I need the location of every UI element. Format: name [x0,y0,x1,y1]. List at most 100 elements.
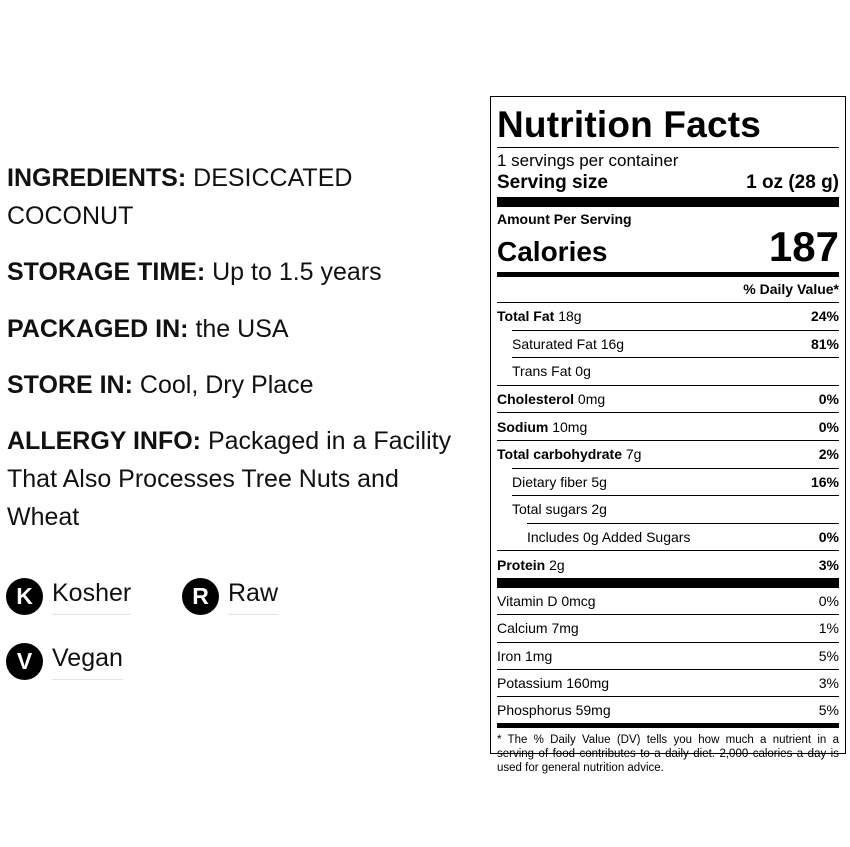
divider [512,329,839,331]
nutrient-name: Trans Fat [512,363,572,380]
nutrient-row-dietary-fiber: Dietary fiber 5g 16% [512,469,839,496]
kosher-icon: K [6,578,43,615]
vitamin-dv: 5% [818,647,839,664]
serving-size-row: Serving size 1 oz (28 g) [497,171,839,195]
nutrient-amount: 16g [600,335,625,352]
vegan-badge: V Vegan [6,643,123,680]
kosher-label: Kosher [52,578,132,615]
nutrient-dv: 0% [818,529,839,546]
nutrient-dv: 24% [810,308,839,325]
divider [497,412,839,414]
storage-time-value: Up to 1.5 years [212,258,382,286]
divider-medium [497,272,839,277]
divider [497,614,839,616]
divider-medium [497,723,839,729]
nutrient-name: Cholesterol [497,391,575,408]
daily-value-header: % Daily Value* [743,281,839,297]
nutrient-row-protein: Protein 2g 3% [497,551,839,578]
store-in-line: STORE IN: Cool, Dry Place [7,366,477,404]
vitamin-row: Calcium 7mg 1% [497,615,839,641]
allergy-info-line: ALLERGY INFO: Packaged in a Facility Tha… [7,422,477,536]
vitamin-name: Phosphorus 59mg [497,702,611,719]
vitamin-dv: 0% [818,593,839,610]
nutrient-dv: 0% [818,391,839,408]
calories-value: 187 [768,223,839,270]
nutrient-name: Sodium [497,418,549,435]
divider [497,696,839,698]
raw-icon: R [182,578,219,615]
divider [512,357,839,359]
servings-per-container: 1 servings per container [497,151,679,170]
vitamin-dv: 1% [818,620,839,637]
serving-size-label: Serving size [497,172,608,193]
nutrient-name: Total Fat [497,308,555,325]
nutrient-amount: 0mg [577,391,606,408]
vitamin-row: Vitamin D 0mcg 0% [497,588,839,614]
nutrient-amount: 0g [575,363,591,380]
allergy-info-label: ALLERGY INFO: [7,427,201,455]
vitamin-dv: 5% [818,702,839,719]
nutrient-dv: 0% [818,418,839,435]
nutrition-facts-label: Nutrition Facts 1 servings per container… [490,96,846,774]
vitamin-dv: 3% [818,674,839,691]
daily-value-footnote: * The % Daily Value (DV) tells you how m… [497,734,839,775]
nutrient-row-total-carbohydrate: Total carbohydrate 7g 2% [497,441,839,468]
nutrient-name: Total sugars [512,501,588,518]
serving-size-value: 1 oz (28 g) [746,172,839,193]
nutrient-row-saturated-fat: Saturated Fat 16g 81% [512,331,839,358]
calories-row: Calories 187 [497,225,839,269]
nutrient-amount: 10mg [552,418,588,435]
vitamin-name: Calcium 7mg [497,620,579,637]
calories-label: Calories [497,236,608,267]
vitamin-row: Potassium 160mg 3% [497,670,839,696]
divider [497,668,839,670]
vegan-label: Vegan [52,643,123,680]
nutrient-amount: 5g [591,473,607,490]
kosher-badge: K Kosher [6,578,132,615]
nutrient-amount: 2g [591,501,607,518]
nutrient-row-trans-fat: Trans Fat 0g [512,358,839,385]
divider [497,302,839,303]
nutrient-name: Dietary fiber [512,473,588,490]
divider-thick [497,197,839,207]
vegan-icon: V [6,643,43,680]
nutrient-name: Includes 0g Added Sugars [527,529,691,546]
nutrient-dv: 16% [810,473,839,490]
divider [512,467,839,469]
nutrient-amount: 7g [625,446,642,463]
allergy-info-value: Packaged in a Facility That Also Process… [7,427,452,531]
storage-time-line: STORAGE TIME: Up to 1.5 years [7,253,477,291]
raw-badge: R Raw [182,578,279,615]
ingredients-value: DESICCATED COCONUT [7,164,353,230]
nutrient-dv: 3% [818,556,839,573]
divider [527,522,839,524]
vitamin-name: Potassium 160mg [497,674,610,691]
nutrient-amount: 18g [558,308,582,325]
nutrient-amount: 2g [549,556,565,573]
divider-thick [497,577,839,588]
divider [497,439,839,441]
divider [497,147,839,148]
vitamin-name: Vitamin D 0mcg [497,593,596,610]
nutrient-dv: 81% [810,335,839,352]
nutrient-row-total-sugars: Total sugars 2g [512,496,839,523]
store-in-value: Cool, Dry Place [139,371,314,399]
raw-label: Raw [228,578,279,615]
vitamin-row: Phosphorus 59mg 5% [497,697,839,723]
nutrient-dv: 2% [818,446,839,463]
nutrient-row-total-fat: Total Fat 18g 24% [497,303,839,330]
nutrient-row-added-sugars: Includes 0g Added Sugars 0% [527,524,839,551]
storage-time-label: STORAGE TIME: [7,258,206,286]
amount-per-serving: Amount Per Serving [497,211,632,227]
nutrition-title: Nutrition Facts [497,104,762,145]
divider [512,495,839,497]
packaged-in-value: the USA [195,315,289,343]
vitamin-row: Iron 1mg 5% [497,643,839,669]
nutrient-name: Total carbohydrate [497,446,622,463]
divider [497,550,839,552]
divider [497,384,839,386]
packaged-in-line: PACKAGED IN: the USA [7,310,477,348]
packaged-in-label: PACKAGED IN: [7,315,189,343]
ingredients-line: INGREDIENTS: DESICCATED COCONUT [7,159,477,235]
nutrient-name: Saturated Fat [512,335,597,352]
